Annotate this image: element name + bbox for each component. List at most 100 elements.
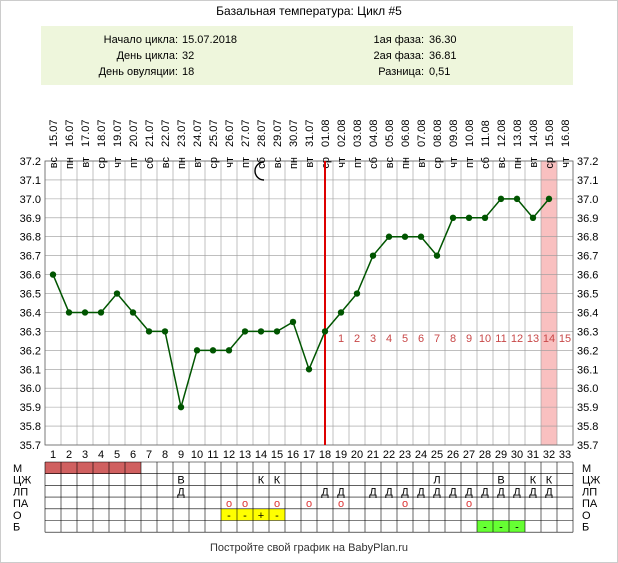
phase-number-label: 4 xyxy=(386,333,392,345)
temperature-point xyxy=(97,309,105,316)
table-cell-text: Д xyxy=(401,486,409,498)
temperature-point xyxy=(417,233,425,240)
table-row-label-right: ЦЖ xyxy=(582,475,600,487)
info-diff-value: 0,51 xyxy=(429,66,451,78)
table-cell-fill xyxy=(253,508,269,521)
x-tick-label: 8 xyxy=(162,449,168,461)
date-label: 23.07 xyxy=(176,119,188,147)
temperature-point xyxy=(337,309,345,316)
phase-number-label: 2 xyxy=(354,333,360,345)
weekday-label: пн xyxy=(64,157,76,169)
weekday-label: пт xyxy=(240,157,252,168)
temperature-point xyxy=(449,214,457,221)
date-label: 02.08 xyxy=(336,119,348,147)
y-tick-label-right: 35.9 xyxy=(577,402,598,414)
table-cell-text: Д xyxy=(529,486,537,498)
weekday-label: чт xyxy=(560,157,572,168)
cycle-info-panel: Начало цикла: 15.07.2018 День цикла: 32 … xyxy=(41,26,573,85)
x-tick-label: 25 xyxy=(431,449,443,461)
weekday-label: вт xyxy=(304,157,316,168)
weekday-label: вт xyxy=(192,157,204,168)
temperature-point xyxy=(321,328,329,335)
weekday-label: пт xyxy=(352,157,364,168)
y-tick-label-left: 36.8 xyxy=(20,232,41,244)
table-cell-text: о xyxy=(242,498,248,510)
date-label: 15.07 xyxy=(48,119,60,147)
weekday-label: ср xyxy=(544,157,556,169)
table-cell-text: Д xyxy=(433,486,441,498)
date-label: 10.08 xyxy=(464,119,476,147)
phase-number-label: 1 xyxy=(338,333,344,345)
table-cell-text: Д xyxy=(513,486,521,498)
y-tick-label-right: 36.3 xyxy=(577,326,598,338)
date-label: 16.08 xyxy=(560,119,572,147)
footer-text: Постройте свой график на BabyPlan.ru xyxy=(209,542,409,554)
x-tick-label: 4 xyxy=(98,449,104,461)
weekday-label: пт xyxy=(464,157,476,168)
y-tick-label-left: 35.8 xyxy=(20,421,41,433)
temperature-point xyxy=(529,214,537,221)
y-tick-label-right: 36.9 xyxy=(577,213,598,225)
temperature-point xyxy=(545,195,553,203)
phase-number-label: 9 xyxy=(466,333,472,345)
weekday-label: вс xyxy=(48,157,60,169)
temperature-point xyxy=(241,328,249,335)
info-day-value: 32 xyxy=(182,50,195,62)
x-tick-label: 2 xyxy=(66,449,72,461)
table-cell-text: - xyxy=(227,510,231,522)
table-cell-fill xyxy=(477,520,493,533)
y-tick-label-left: 36.2 xyxy=(20,345,41,357)
y-tick-label-left: 36.4 xyxy=(20,307,41,319)
phase-number-label: 13 xyxy=(527,333,539,345)
phase-number-label: 14 xyxy=(543,333,555,345)
y-tick-label-right: 37.2 xyxy=(577,156,598,168)
x-tick-label: 6 xyxy=(130,449,136,461)
table-cell-fill xyxy=(237,508,253,521)
x-tick-label: 33 xyxy=(559,449,571,461)
phase-number-label: 11 xyxy=(495,333,506,345)
temperature-point xyxy=(49,271,57,278)
table-row-label-left: ПА xyxy=(13,498,29,510)
temperature-point xyxy=(209,347,217,354)
table-row-label-right: Б xyxy=(582,522,589,534)
table-cell-text: Д xyxy=(369,486,377,498)
info-phase2-label-box: 2ая фаза: xyxy=(291,50,424,64)
menses-cell xyxy=(61,462,77,474)
weekday-label: сб xyxy=(368,157,380,169)
weekday-label: сб xyxy=(144,157,156,169)
phase-number-label: 12 xyxy=(511,333,523,345)
info-phase2-value: 36.81 xyxy=(429,50,457,62)
table-cell-text: о xyxy=(402,498,408,510)
y-tick-label-right: 36.1 xyxy=(577,364,598,376)
y-tick-label-left: 37.2 xyxy=(20,156,41,168)
table-cell-text: о xyxy=(466,498,472,510)
weekday-label: пн xyxy=(512,157,524,169)
phase-number-label: 3 xyxy=(370,333,376,345)
x-tick-label: 13 xyxy=(239,449,251,461)
weekday-label: вт xyxy=(80,157,92,168)
date-label: 27.07 xyxy=(240,119,252,147)
x-tick-label: 14 xyxy=(255,449,267,461)
x-tick-label: 27 xyxy=(463,449,475,461)
y-tick-label-right: 36.6 xyxy=(577,270,598,282)
x-tick-label: 5 xyxy=(114,449,120,461)
date-label: 25.07 xyxy=(208,119,220,147)
phase-number-label: 7 xyxy=(434,333,440,345)
date-label: 31.07 xyxy=(304,119,316,147)
menses-cell xyxy=(45,462,61,474)
x-tick-label: 31 xyxy=(527,449,539,461)
temperature-point xyxy=(273,328,281,335)
date-label: 12.08 xyxy=(496,119,508,147)
weekday-label: вс xyxy=(160,157,172,169)
date-label: 11.08 xyxy=(480,120,492,147)
y-tick-label-right: 36.4 xyxy=(577,307,598,319)
x-tick-label: 7 xyxy=(146,449,152,461)
table-cell-text: Д xyxy=(545,486,553,498)
date-label: 30.07 xyxy=(288,119,300,147)
temperature-point xyxy=(81,309,89,316)
weekday-label: чт xyxy=(224,157,236,168)
phase-number-label: 10 xyxy=(479,333,491,345)
date-label: 26.07 xyxy=(224,119,236,147)
info-ovulation-label-box: День овуляции: xyxy=(41,66,178,80)
table-cell-text: Д xyxy=(337,486,345,498)
